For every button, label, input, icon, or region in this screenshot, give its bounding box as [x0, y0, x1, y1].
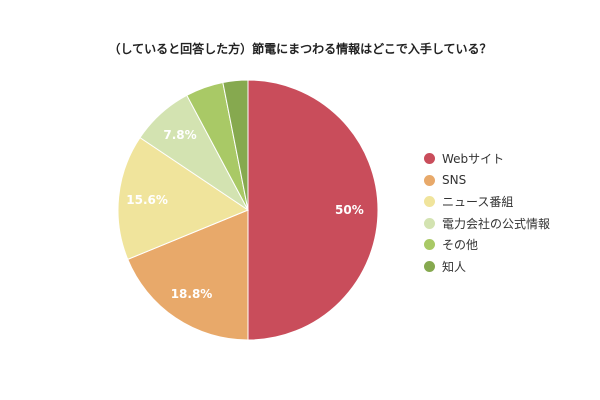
slice-label-2: 15.6% — [126, 193, 168, 207]
legend-label: 知人 — [442, 259, 467, 274]
slice-label-0: 50% — [335, 203, 364, 217]
pie-slice-5 — [222, 79, 249, 211]
legend-swatch — [424, 196, 435, 208]
legend-swatch — [424, 153, 435, 165]
legend-item-0: Webサイト — [424, 148, 550, 170]
legend-label: 電力会社の公式情報 — [442, 216, 551, 231]
legend-item-4: その他 — [424, 234, 550, 256]
legend-label: SNS — [442, 173, 467, 188]
legend-swatch — [424, 174, 435, 186]
legend-label: Webサイト — [442, 152, 505, 167]
legend-item-3: 電力会社の公式情報 — [424, 213, 550, 235]
pie-slice-0 — [247, 79, 379, 341]
pie-slice-1 — [127, 209, 249, 341]
legend-item-1: SNS — [424, 170, 550, 192]
legend-swatch — [424, 239, 435, 251]
legend-item-2: ニュース番組 — [424, 191, 550, 213]
slice-label-1: 18.8% — [171, 287, 213, 301]
pie-slice-2 — [117, 136, 250, 261]
legend-label: ニュース番組 — [442, 195, 514, 210]
chart-title: （していると回答した方）節電にまつわる情報はどこで入手している？ — [108, 42, 492, 56]
legend-swatch — [424, 260, 435, 272]
slice-label-3: 7.8% — [163, 128, 196, 142]
legend-item-5: 知人 — [424, 256, 550, 278]
legend-label: その他 — [442, 238, 479, 253]
legend-swatch — [424, 217, 435, 229]
legend: Webサイト SNS ニュース番組電力会社の公式情報 その他知人 — [424, 148, 550, 277]
